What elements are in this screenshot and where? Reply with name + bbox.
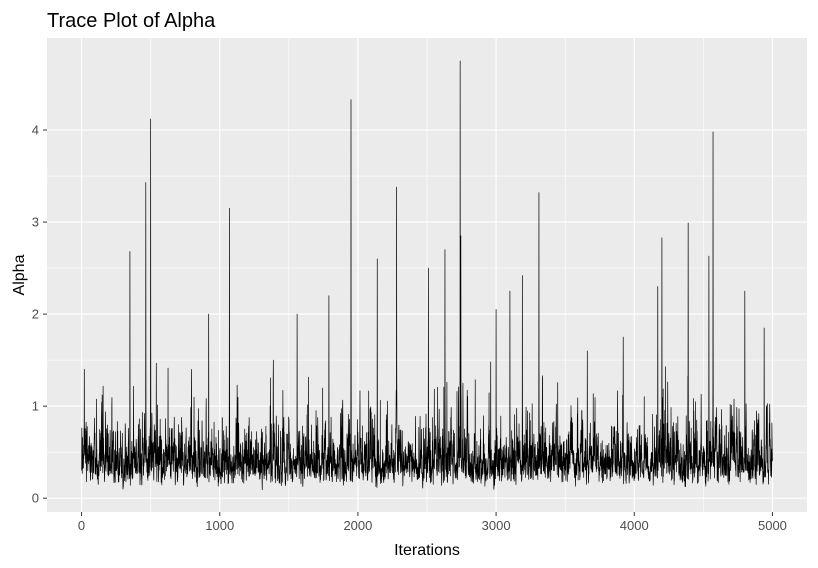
trace-series — [81, 60, 773, 491]
x-tick-label: 5000 — [758, 518, 787, 533]
trace-line — [81, 60, 773, 491]
y-axis-title: Alpha — [11, 254, 28, 295]
x-tick-label: 3000 — [482, 518, 511, 533]
x-axis-ticks: 0 1000 2000 3000 4000 5000 — [78, 512, 787, 533]
x-tick-label: 4000 — [620, 518, 649, 533]
y-tick-label: 3 — [32, 215, 39, 230]
y-axis-ticks: 0 1 2 3 4 — [32, 123, 47, 506]
x-axis-title: Iterations — [394, 542, 460, 559]
y-tick-label: 1 — [32, 399, 39, 414]
y-tick-label: 0 — [32, 491, 39, 506]
chart-title: Trace Plot of Alpha — [47, 10, 216, 32]
x-tick-label: 0 — [78, 518, 85, 533]
y-tick-label: 2 — [32, 307, 39, 322]
x-tick-label: 1000 — [205, 518, 234, 533]
x-tick-label: 2000 — [343, 518, 372, 533]
y-tick-label: 4 — [32, 123, 39, 138]
